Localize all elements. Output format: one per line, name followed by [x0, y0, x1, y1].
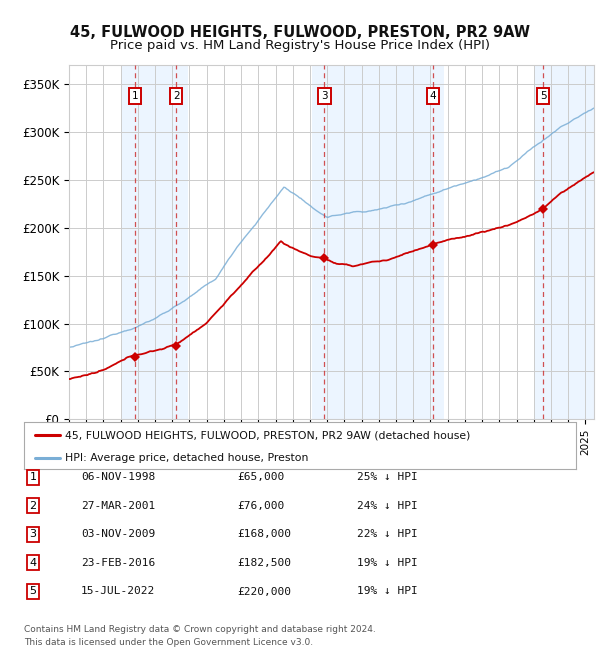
- Text: £220,000: £220,000: [237, 586, 291, 597]
- Text: 5: 5: [29, 586, 37, 597]
- Text: 45, FULWOOD HEIGHTS, FULWOOD, PRESTON, PR2 9AW: 45, FULWOOD HEIGHTS, FULWOOD, PRESTON, P…: [70, 25, 530, 40]
- Text: 06-NOV-1998: 06-NOV-1998: [81, 472, 155, 482]
- Text: 4: 4: [430, 90, 436, 101]
- Text: 25% ↓ HPI: 25% ↓ HPI: [357, 472, 418, 482]
- Text: 4: 4: [29, 558, 37, 568]
- Text: 2: 2: [29, 500, 37, 511]
- Text: 24% ↓ HPI: 24% ↓ HPI: [357, 500, 418, 511]
- Bar: [312, 65, 444, 419]
- Text: 5: 5: [540, 90, 547, 101]
- Text: 22% ↓ HPI: 22% ↓ HPI: [357, 529, 418, 539]
- Text: 1: 1: [132, 90, 139, 101]
- Text: £76,000: £76,000: [237, 500, 284, 511]
- Text: HPI: Average price, detached house, Preston: HPI: Average price, detached house, Pres…: [65, 452, 309, 463]
- Text: 1: 1: [29, 472, 37, 482]
- Text: 45, FULWOOD HEIGHTS, FULWOOD, PRESTON, PR2 9AW (detached house): 45, FULWOOD HEIGHTS, FULWOOD, PRESTON, P…: [65, 430, 471, 440]
- Text: 3: 3: [321, 90, 328, 101]
- Bar: [534, 65, 594, 419]
- Text: 3: 3: [29, 529, 37, 539]
- Text: 15-JUL-2022: 15-JUL-2022: [81, 586, 155, 597]
- Text: 23-FEB-2016: 23-FEB-2016: [81, 558, 155, 568]
- Text: 19% ↓ HPI: 19% ↓ HPI: [357, 558, 418, 568]
- Text: Price paid vs. HM Land Registry's House Price Index (HPI): Price paid vs. HM Land Registry's House …: [110, 39, 490, 52]
- Text: £168,000: £168,000: [237, 529, 291, 539]
- Text: £182,500: £182,500: [237, 558, 291, 568]
- Text: £65,000: £65,000: [237, 472, 284, 482]
- Bar: [122, 65, 188, 419]
- Text: 03-NOV-2009: 03-NOV-2009: [81, 529, 155, 539]
- Text: 27-MAR-2001: 27-MAR-2001: [81, 500, 155, 511]
- Text: 19% ↓ HPI: 19% ↓ HPI: [357, 586, 418, 597]
- Text: 2: 2: [173, 90, 179, 101]
- Text: Contains HM Land Registry data © Crown copyright and database right 2024.
This d: Contains HM Land Registry data © Crown c…: [24, 625, 376, 647]
